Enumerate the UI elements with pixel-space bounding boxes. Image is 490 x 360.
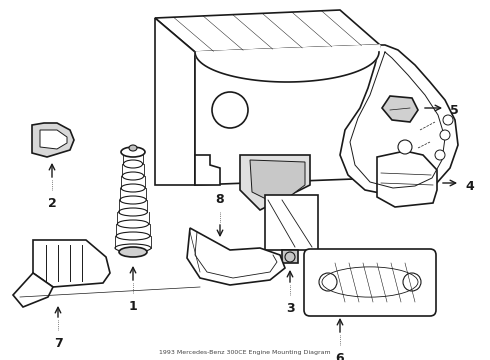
Polygon shape <box>187 228 285 285</box>
Polygon shape <box>195 155 220 185</box>
Polygon shape <box>13 273 53 307</box>
Polygon shape <box>282 250 298 263</box>
Polygon shape <box>155 18 195 185</box>
Text: 3: 3 <box>286 302 294 315</box>
Polygon shape <box>340 45 458 195</box>
Text: 7: 7 <box>53 337 62 350</box>
Polygon shape <box>265 195 318 250</box>
Text: 8: 8 <box>216 193 224 206</box>
Text: 2: 2 <box>48 197 56 210</box>
Polygon shape <box>155 10 380 52</box>
Text: 5: 5 <box>450 104 459 117</box>
Circle shape <box>398 140 412 154</box>
Polygon shape <box>370 108 390 130</box>
Polygon shape <box>32 123 74 157</box>
Text: 4: 4 <box>465 180 474 194</box>
Polygon shape <box>240 155 310 210</box>
Polygon shape <box>33 240 110 287</box>
Polygon shape <box>40 130 67 149</box>
Ellipse shape <box>129 145 137 151</box>
Ellipse shape <box>121 147 145 157</box>
Polygon shape <box>377 151 437 207</box>
Polygon shape <box>195 45 380 82</box>
Circle shape <box>435 150 445 160</box>
Circle shape <box>440 130 450 140</box>
FancyBboxPatch shape <box>304 249 436 316</box>
Polygon shape <box>250 160 305 205</box>
Text: 1: 1 <box>129 300 137 313</box>
Ellipse shape <box>119 247 147 257</box>
Polygon shape <box>195 45 380 185</box>
Polygon shape <box>382 96 418 122</box>
Text: 1993 Mercedes-Benz 300CE Engine Mounting Diagram: 1993 Mercedes-Benz 300CE Engine Mounting… <box>159 350 331 355</box>
Circle shape <box>443 115 453 125</box>
Text: 6: 6 <box>336 352 344 360</box>
